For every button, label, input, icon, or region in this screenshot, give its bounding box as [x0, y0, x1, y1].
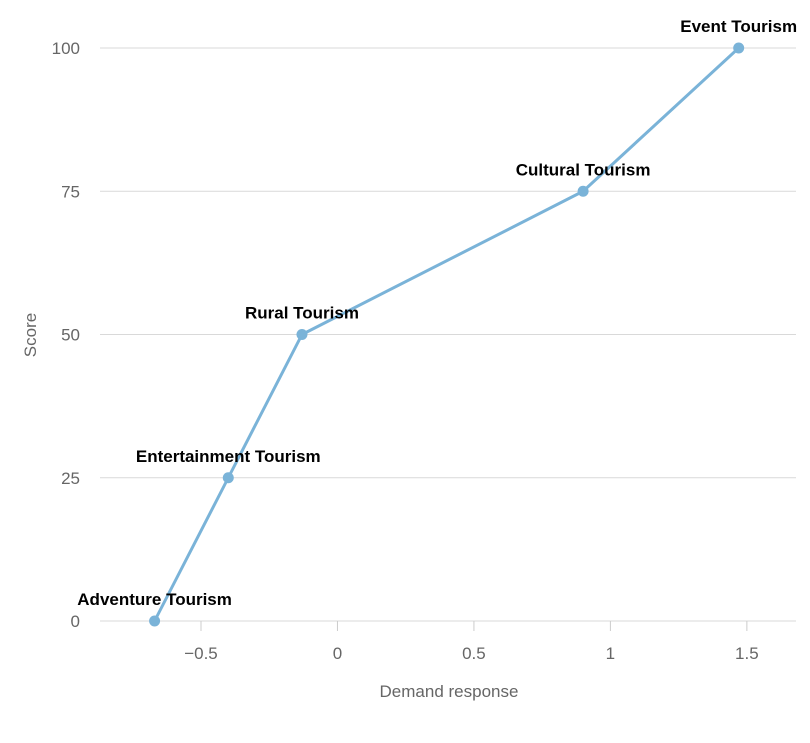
data-label: Rural Tourism — [245, 304, 359, 323]
x-tick-label: 0 — [333, 644, 342, 663]
data-labels: Adventure Tourism Entertainment Tourism Ru… — [77, 17, 797, 609]
data-label: Entertainment Tourism — [136, 447, 321, 466]
data-point[interactable] — [222, 472, 234, 484]
data-point[interactable] — [577, 185, 589, 197]
data-label: Adventure Tourism — [77, 590, 232, 609]
gridlines — [100, 47, 796, 622]
x-tick-label: 0.5 — [462, 644, 486, 663]
data-points — [149, 42, 745, 627]
data-point[interactable] — [149, 615, 161, 627]
data-label: Event Tourism — [680, 17, 797, 36]
x-tick-label: 1 — [606, 644, 615, 663]
x-axis-ticks: −0.5 0 0.5 1 1.5 — [184, 621, 759, 663]
data-label: Cultural Tourism — [516, 160, 651, 179]
x-axis-title: Demand response — [380, 682, 519, 701]
y-axis-ticks: 0 25 50 75 100 — [52, 39, 80, 631]
y-tick-label: 100 — [52, 39, 80, 58]
y-tick-label: 50 — [61, 326, 80, 345]
y-tick-label: 75 — [61, 182, 80, 201]
y-axis-title: Score — [21, 313, 40, 357]
data-point[interactable] — [733, 42, 745, 54]
x-tick-label: −0.5 — [184, 644, 218, 663]
data-point[interactable] — [296, 329, 308, 340]
y-tick-label: 0 — [71, 612, 80, 631]
x-tick-label: 1.5 — [735, 644, 759, 663]
y-tick-label: 25 — [61, 469, 80, 488]
